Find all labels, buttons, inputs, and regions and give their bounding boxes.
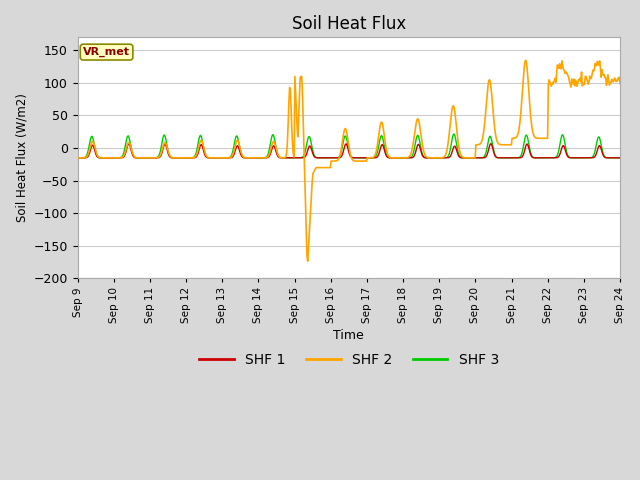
Y-axis label: Soil Heat Flux (W/m2): Soil Heat Flux (W/m2) xyxy=(15,94,28,222)
Legend: SHF 1, SHF 2, SHF 3: SHF 1, SHF 2, SHF 3 xyxy=(193,348,504,372)
X-axis label: Time: Time xyxy=(333,329,364,342)
Text: VR_met: VR_met xyxy=(83,47,130,57)
Title: Soil Heat Flux: Soil Heat Flux xyxy=(292,15,406,33)
